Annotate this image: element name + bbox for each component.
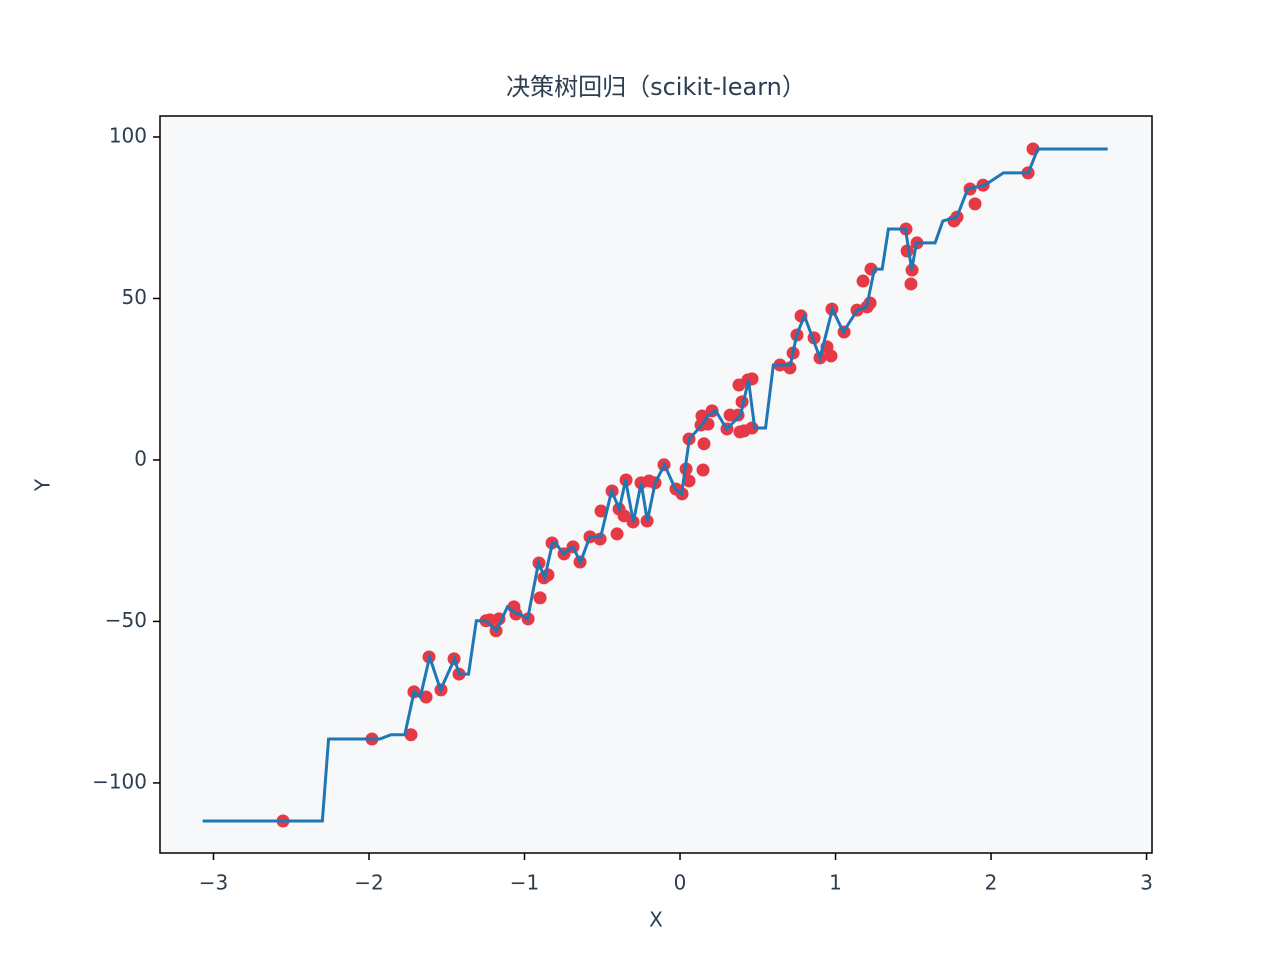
scatter-point xyxy=(824,349,838,363)
scatter-point xyxy=(904,277,918,291)
scatter-point xyxy=(594,504,608,518)
scatter-point xyxy=(419,690,433,704)
scatter-point xyxy=(696,463,710,477)
scatter-point xyxy=(682,474,696,488)
x-tick-label: −2 xyxy=(354,871,383,895)
x-tick-label: 0 xyxy=(674,871,687,895)
y-tick-label: 50 xyxy=(122,285,147,309)
chart-title: 决策树回归（scikit-learn） xyxy=(506,73,806,101)
scatter-point xyxy=(404,728,418,742)
y-axis-label: Y xyxy=(31,478,55,492)
x-tick-label: 3 xyxy=(1140,871,1153,895)
y-tick-label: 0 xyxy=(134,446,147,470)
y-tick-label: −50 xyxy=(105,608,147,632)
plot-frame xyxy=(159,115,1153,854)
y-tick-label: 100 xyxy=(109,123,147,147)
scatter-point xyxy=(533,591,547,605)
scatter-point xyxy=(856,274,870,288)
scatter-point xyxy=(697,437,711,451)
scatter-point xyxy=(610,527,624,541)
prediction-line xyxy=(202,147,1108,823)
x-tick-label: 2 xyxy=(985,871,998,895)
x-tick-label: −3 xyxy=(199,871,228,895)
scatter-point xyxy=(968,197,982,211)
x-tick-label: 1 xyxy=(829,871,842,895)
x-axis-label: X xyxy=(649,908,663,932)
x-tick-label: −1 xyxy=(510,871,539,895)
y-tick-label: −100 xyxy=(92,769,147,793)
